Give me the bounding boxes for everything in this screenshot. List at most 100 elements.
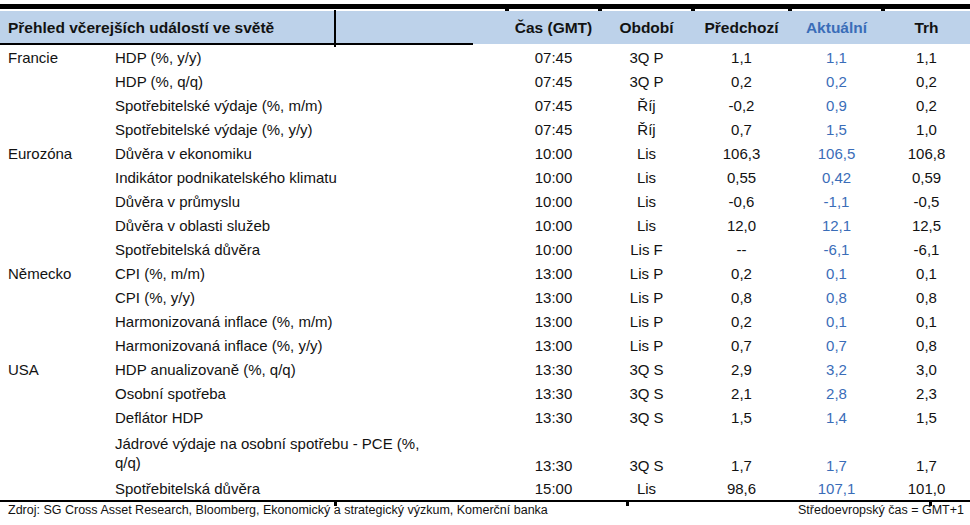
period-cell: Říj	[600, 97, 693, 114]
previous-cell: -0,6	[693, 193, 790, 210]
previous-cell: 0,8	[693, 289, 790, 306]
indicator-cell: Důvěra v ekonomiku	[108, 144, 507, 163]
column-header-time: Čas (GMT)	[507, 19, 600, 37]
previous-cell: 12,0	[693, 217, 790, 234]
indicator-cell: Jádrové výdaje na osobní spotřebu - PCE …	[108, 434, 507, 472]
table-top-border	[0, 4, 970, 9]
actual-cell: 0,2	[790, 73, 883, 90]
indicator-cell: Osobní spotřeba	[108, 384, 507, 403]
period-cell: 3Q P	[600, 73, 693, 90]
table-row: Jádrové výdaje na osobní spotřebu - PCE …	[0, 429, 970, 476]
indicator-cell: Spotřebitelské výdaje (%, y/y)	[108, 120, 507, 139]
time-cell: 13:30	[507, 457, 600, 476]
market-cell: 1,7	[883, 457, 970, 476]
period-cell: Lis F	[600, 241, 693, 258]
previous-cell: 0,2	[693, 313, 790, 330]
time-cell: 13:00	[507, 289, 600, 306]
period-cell: Lis	[600, 193, 693, 210]
market-cell: 0,8	[883, 289, 970, 306]
table-row: HDP (%, q/q)07:453Q P0,20,20,2	[0, 69, 970, 93]
actual-cell: -6,1	[790, 241, 883, 258]
table-row: CPI (%, y/y)13:00Lis P0,80,80,8	[0, 285, 970, 309]
table-row: Důvěra v průmyslu10:00Lis-0,6-1,1-0,5	[0, 189, 970, 213]
table-body: FrancieHDP (%, y/y)07:453Q P1,11,11,1HDP…	[0, 45, 970, 500]
timezone-note: Středoevropský čas = GMT+1	[798, 503, 964, 517]
table-row: Deflátor HDP13:303Q S1,51,41,5	[0, 405, 970, 429]
indicator-cell: Deflátor HDP	[108, 408, 507, 427]
market-cell: 2,3	[883, 385, 970, 402]
source-note: Zdroj: SG Cross Asset Research, Bloomber…	[8, 503, 548, 517]
table-row: Harmonizovaná inflace (%, y/y)13:00Lis P…	[0, 333, 970, 357]
actual-cell: 12,1	[790, 217, 883, 234]
time-cell: 10:00	[507, 169, 600, 186]
table-row: Osobní spotřeba13:303Q S2,12,82,3	[0, 381, 970, 405]
time-cell: 13:30	[507, 361, 600, 378]
market-cell: -6,1	[883, 241, 970, 258]
indicator-cell: Důvěra v oblasti služeb	[108, 216, 507, 235]
time-cell: 15:00	[507, 480, 600, 497]
indicator-cell: Důvěra v průmyslu	[108, 192, 507, 211]
previous-cell: 2,1	[693, 385, 790, 402]
table-row: Spotřebitelská důvěra15:00Lis98,6107,110…	[0, 476, 970, 500]
previous-cell: 0,2	[693, 265, 790, 282]
actual-cell: 107,1	[790, 480, 883, 497]
time-cell: 13:30	[507, 385, 600, 402]
market-cell: -0,5	[883, 193, 970, 210]
period-cell: Lis	[600, 169, 693, 186]
period-cell: Lis P	[600, 313, 693, 330]
previous-cell: 1,1	[693, 49, 790, 66]
column-header-market: Trh	[883, 19, 970, 37]
actual-cell: 0,9	[790, 97, 883, 114]
period-cell: Lis	[600, 145, 693, 162]
indicator-cell: HDP anualizovaně (%, q/q)	[108, 360, 507, 379]
time-cell: 13:30	[507, 409, 600, 426]
table-row: Indikátor podnikatelského klimatu10:00Li…	[0, 165, 970, 189]
previous-cell: 0,7	[693, 337, 790, 354]
market-cell: 12,5	[883, 217, 970, 234]
column-header-actual: Aktuální	[790, 19, 883, 37]
actual-cell: 1,7	[790, 457, 883, 476]
region-cell: Německo	[0, 265, 108, 282]
table-bottom-border	[0, 500, 970, 502]
time-cell: 10:00	[507, 217, 600, 234]
column-header-period: Období	[600, 19, 693, 37]
indicator-cell: Spotřebitelská důvěra	[108, 479, 507, 498]
market-cell: 1,0	[883, 121, 970, 138]
actual-cell: -1,1	[790, 193, 883, 210]
table-row: FrancieHDP (%, y/y)07:453Q P1,11,11,1	[0, 45, 970, 69]
previous-cell: 2,9	[693, 361, 790, 378]
table-header: Přehled včerejších událostí ve světě Čas…	[0, 11, 970, 44]
indicator-cell: Harmonizovaná inflace (%, y/y)	[108, 336, 507, 355]
time-cell: 13:00	[507, 265, 600, 282]
table-row: USAHDP anualizovaně (%, q/q)13:303Q S2,9…	[0, 357, 970, 381]
time-cell: 13:00	[507, 337, 600, 354]
indicator-cell: HDP (%, y/y)	[108, 48, 507, 67]
indicator-cell: CPI (%, m/m)	[108, 264, 507, 283]
region-cell: USA	[0, 361, 108, 378]
market-cell: 0,1	[883, 313, 970, 330]
period-cell: 3Q S	[600, 385, 693, 402]
table-row: Spotřebitelské výdaje (%, m/m)07:45Říj-0…	[0, 93, 970, 117]
table-row: Harmonizovaná inflace (%, m/m)13:00Lis P…	[0, 309, 970, 333]
actual-cell: 1,4	[790, 409, 883, 426]
period-cell: Lis P	[600, 289, 693, 306]
actual-cell: 0,42	[790, 169, 883, 186]
market-cell: 1,5	[883, 409, 970, 426]
previous-cell: 0,55	[693, 169, 790, 186]
previous-cell: 1,5	[693, 409, 790, 426]
market-cell: 1,1	[883, 49, 970, 66]
period-cell: Říj	[600, 121, 693, 138]
region-cell: Eurozóna	[0, 145, 108, 162]
actual-cell: 0,1	[790, 313, 883, 330]
time-cell: 07:45	[507, 73, 600, 90]
indicator-cell: Harmonizovaná inflace (%, m/m)	[108, 312, 507, 331]
previous-cell: 98,6	[693, 480, 790, 497]
previous-cell: 106,3	[693, 145, 790, 162]
table-title: Přehled včerejších událostí ve světě	[0, 19, 507, 37]
period-cell: Lis P	[600, 337, 693, 354]
column-header-previous: Předchozí	[693, 19, 790, 37]
market-cell: 0,2	[883, 97, 970, 114]
market-cell: 0,2	[883, 73, 970, 90]
market-cell: 0,1	[883, 265, 970, 282]
market-cell: 0,8	[883, 337, 970, 354]
